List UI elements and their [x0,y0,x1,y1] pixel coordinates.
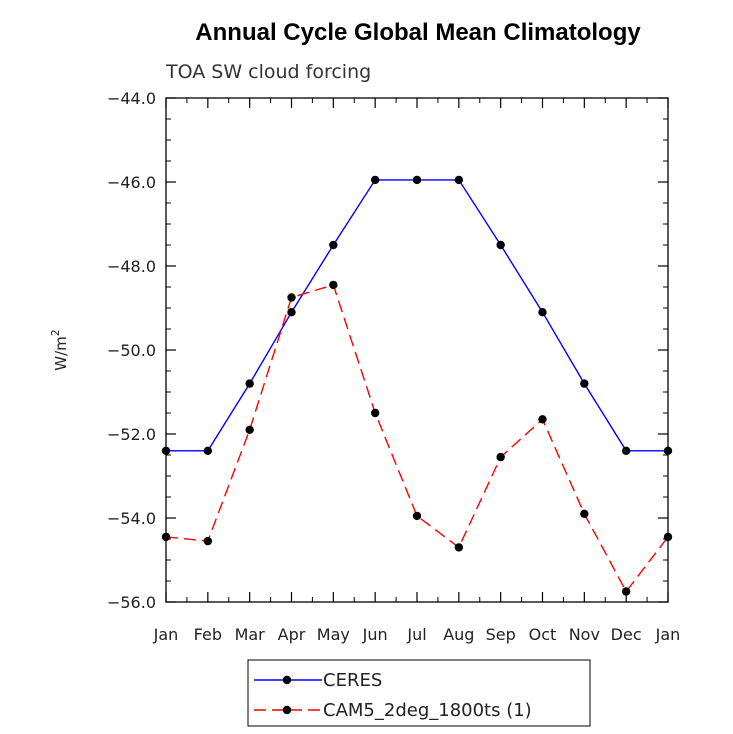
x-tick-label: Sep [486,625,516,644]
data-point [621,587,631,596]
y-tick-label: −44.0 [107,89,156,108]
y-tick-label: −50.0 [107,341,156,360]
y-tick-label: −54.0 [107,509,156,528]
data-point [538,415,547,424]
tick-label-layer: Jan Feb Mar Apr May Jun Jul Aug Sep Oct Nov Dec Jan −… [107,89,680,644]
legend-item: CERES [254,670,382,691]
data-point [370,175,380,185]
y-tick-label: −46.0 [107,173,156,192]
x-tick-label: May [317,625,350,644]
x-tick-label: Jan [655,625,681,644]
x-tick-label: Jun [362,625,388,644]
series-ceres [161,175,673,455]
data-point [412,175,422,185]
legend: CERES CAM5_2deg_1800ts (1) [247,659,591,727]
tick-layer [165,97,669,603]
y-axis-label-superscript: 2 [49,329,62,336]
y-axis-label: W/m2 [49,329,70,371]
chart-title: Annual Cycle Global Mean Climatology [195,19,641,46]
y-axis-label-text: W/m [52,336,70,371]
y-tick-label: −56.0 [107,593,156,612]
data-point [496,240,505,250]
x-tick-label: Jul [406,625,426,644]
data-point [203,536,213,546]
legend-swatch-marker [282,705,292,715]
x-tick-label: Dec [611,625,642,644]
data-point [538,308,547,317]
x-tick-label: Feb [194,625,222,644]
y-tick-label: −48.0 [107,257,156,276]
data-point [412,511,422,521]
chart-subtitle: TOA SW cloud forcing [165,61,371,83]
data-point [287,293,296,302]
data-point [454,175,464,185]
data-point [287,308,296,317]
data-point [496,452,505,462]
y-tick-label: −52.0 [107,425,156,444]
data-point [329,240,338,250]
legend-item: CAM5_2deg_1800ts (1) [254,700,532,721]
data-point [203,446,213,455]
series-cam5 [161,280,673,596]
data-point [245,425,254,434]
legend-label: CERES [323,670,382,691]
x-tick-label: Aug [443,625,474,644]
data-point [454,543,464,552]
x-tick-label: Jan [153,625,179,644]
data-point [245,379,254,388]
legend-swatch-marker [282,675,292,685]
x-tick-label: Apr [278,625,306,644]
legend-box [247,659,591,727]
data-point [370,408,380,418]
data-point [580,379,589,388]
data-point [329,280,338,290]
x-tick-label: Oct [529,625,557,644]
data-point [580,509,589,518]
x-tick-label: Mar [235,625,266,644]
svg-text:W/m2: W/m2 [49,329,70,371]
plot-frame [165,97,669,603]
x-tick-label: Nov [569,625,600,644]
legend-label: CAM5_2deg_1800ts (1) [323,700,532,721]
series-line [165,284,669,593]
series-layer [161,175,673,596]
data-point [621,446,631,455]
series-line [166,179,668,452]
